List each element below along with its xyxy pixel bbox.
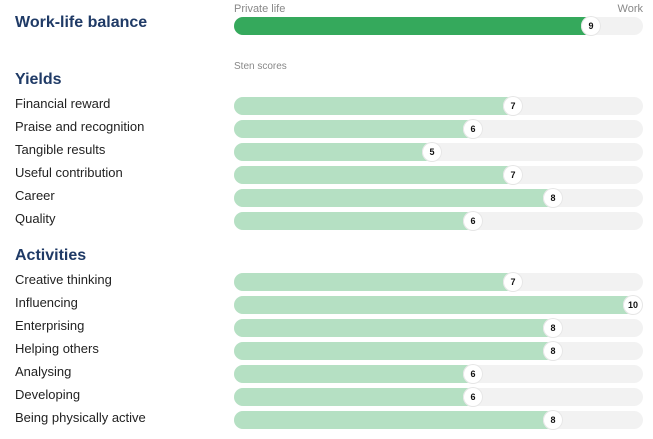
score-row-label: Developing [15,387,81,402]
score-bar-fill [234,97,516,115]
score-bar-track: 7 [234,272,643,292]
score-bar-fill [234,166,516,184]
score-bar-track: 8 [234,188,643,208]
score-marker: 8 [543,410,563,430]
score-bar-fill [234,189,556,207]
work-life-balance-fill [234,17,594,35]
score-row-label: Career [15,188,55,203]
work-label: Work [617,3,643,15]
score-bar-fill [234,342,556,360]
score-marker: 6 [463,211,483,231]
score-marker: 8 [543,318,563,338]
yields-section-title: Yields [15,71,62,88]
score-bar-fill [234,212,476,230]
score-bar-track: 7 [234,165,643,185]
score-bar-fill [234,319,556,337]
score-row-label: Quality [15,211,56,226]
score-bar-track: 8 [234,410,643,430]
score-marker: 7 [503,272,523,292]
score-marker: 8 [543,188,563,208]
activities-section-title: Activities [15,247,87,264]
score-bar-track: 10 [234,295,643,315]
score-marker: 6 [463,387,483,407]
score-row-label: Praise and recognition [15,119,145,134]
score-row-label: Tangible results [15,142,106,157]
score-row-label: Helping others [15,341,99,356]
score-row-label: Enterprising [15,318,85,333]
score-bar-track: 8 [234,318,643,338]
score-marker: 10 [623,295,643,315]
score-bar-track: 8 [234,341,643,361]
score-bar-fill [234,296,637,314]
work-life-balance-score: 9 [581,16,601,36]
score-bar-fill [234,143,435,161]
score-bar-track: 6 [234,387,643,407]
score-row-label: Influencing [15,295,78,310]
sten-scores-label: Sten scores [234,61,287,72]
work-life-balance-title: Work-life balance [15,14,148,31]
score-marker: 5 [422,142,442,162]
score-bar-track: 6 [234,211,643,231]
score-bar-fill [234,365,476,383]
work-life-balance-bar: 9 [234,16,643,36]
score-marker: 7 [503,165,523,185]
score-bar-fill [234,273,516,291]
score-marker: 8 [543,341,563,361]
score-bar-fill [234,411,556,429]
score-bar-track: 6 [234,364,643,384]
score-bar-fill [234,120,476,138]
score-bar-fill [234,388,476,406]
score-marker: 6 [463,119,483,139]
private-life-label: Private life [234,3,286,15]
score-row-label: Useful contribution [15,165,123,180]
score-row-label: Financial reward [15,96,111,111]
score-bar-track: 6 [234,119,643,139]
score-row-label: Creative thinking [15,272,112,287]
score-marker: 6 [463,364,483,384]
score-bar-track: 5 [234,142,643,162]
score-marker: 7 [503,96,523,116]
score-bar-track: 7 [234,96,643,116]
score-row-label: Analysing [15,364,72,379]
score-row-label: Being physically active [15,410,146,425]
